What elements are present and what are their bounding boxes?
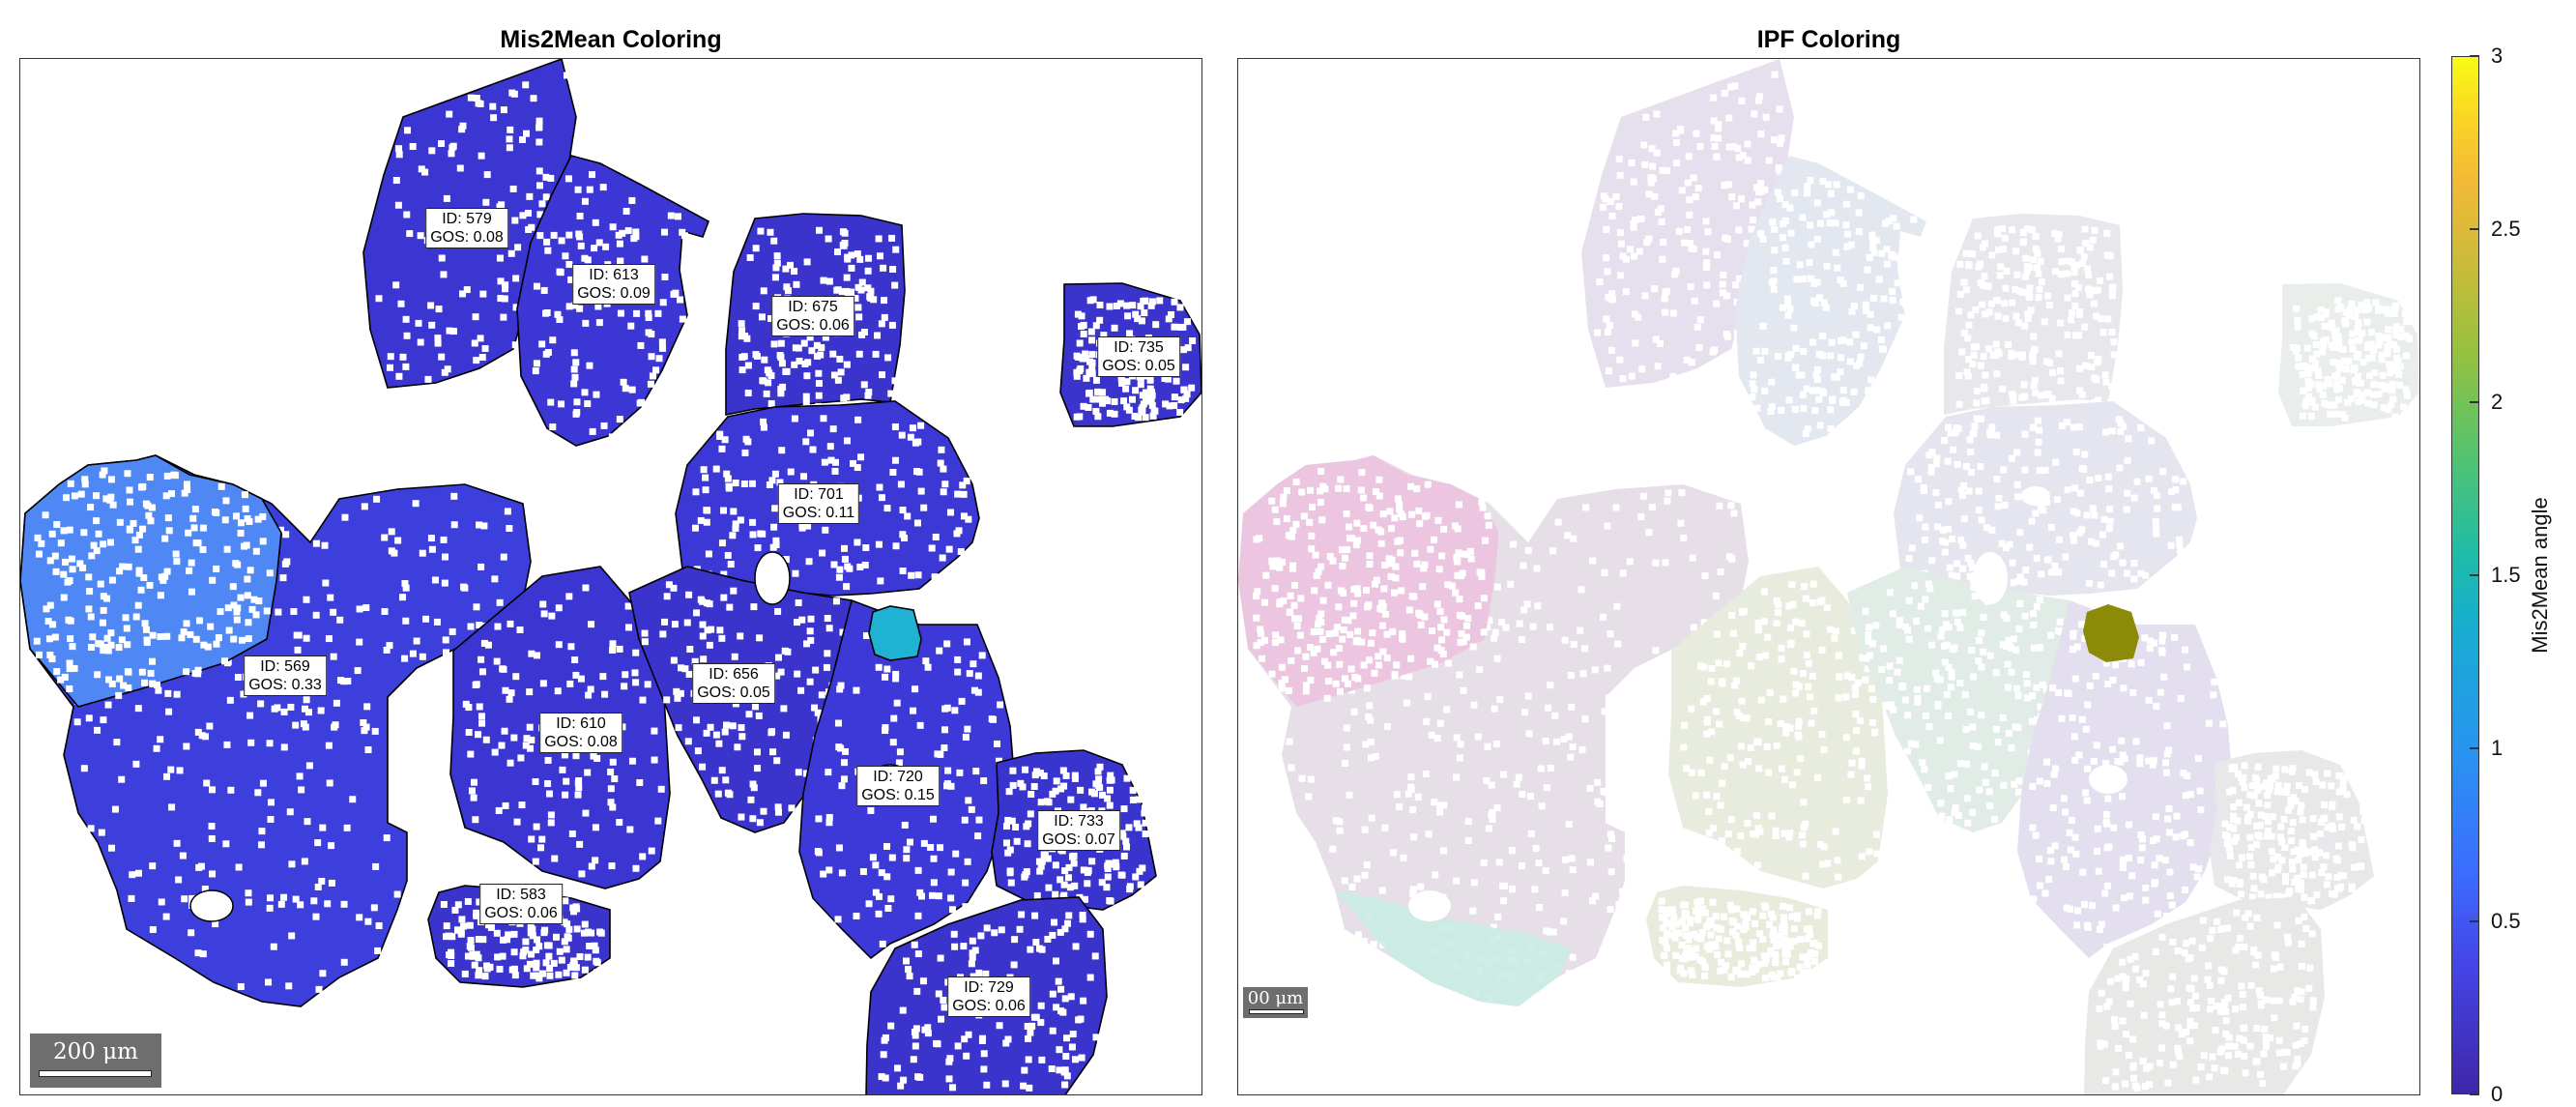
- grain-gos-text: GOS: 0.09: [577, 285, 651, 302]
- grain-gos-text: GOS: 0.08: [430, 229, 504, 246]
- ipf-hole-0: [1408, 890, 1451, 921]
- ipf-grain-pores-9: [2221, 762, 2368, 905]
- grain-id-text: ID: 675: [788, 299, 838, 315]
- grain-gos-text: GOS: 0.05: [697, 685, 770, 701]
- grain-label-610: ID: 610 GOS: 0.08: [539, 713, 622, 753]
- ipf-grain-pores-2: [1955, 225, 2118, 408]
- colorbar-tick-label: 1.5: [2491, 563, 2521, 587]
- scale-bar-line: [39, 1070, 152, 1077]
- grain-id-text: ID: 610: [556, 715, 606, 732]
- grain-label-569: ID: 569 GOS: 0.33: [244, 655, 327, 696]
- colorbar-tick: [2470, 1093, 2479, 1095]
- grain-gos-text: GOS: 0.06: [952, 998, 1026, 1014]
- grain-gos-text: GOS: 0.07: [1042, 831, 1115, 848]
- grain-id-text: ID: 701: [794, 486, 844, 503]
- colorbar-tick-label: 0: [2491, 1082, 2504, 1106]
- colorbar-tick: [2470, 401, 2479, 403]
- grain-label-701: ID: 701 GOS: 0.11: [777, 483, 860, 524]
- grain-id-text: ID: 579: [442, 211, 492, 227]
- colorbar-title: Mis2Mean angle: [2528, 497, 2552, 654]
- ipf-scale-bar: 00 μm: [1243, 987, 1308, 1018]
- ipf-pink-pores: [1253, 468, 1492, 702]
- grain-label-720: ID: 720 GOS: 0.15: [856, 766, 940, 806]
- grain-gos-text: GOS: 0.06: [484, 905, 558, 921]
- colorbar-tick: [2470, 574, 2479, 576]
- grain-id-text: ID: 583: [496, 887, 546, 903]
- ipf-map: [1238, 59, 2419, 1094]
- grain-label-729: ID: 729 GOS: 0.06: [947, 976, 1030, 1017]
- left-panel-title: Mis2Mean Coloring: [500, 26, 722, 53]
- colorbar-tick-label: 3: [2491, 44, 2504, 68]
- ipf-olive-anomaly: [2083, 604, 2139, 662]
- colorbar-tick-label: 0.5: [2491, 909, 2521, 933]
- mis2mean-map-axes: ID: 579 GOS: 0.08 ID: 613 GOS: 0.09 ID: 675 G…: [19, 58, 1202, 1095]
- ipf-teal-region: [1335, 890, 1572, 1006]
- grain-id-text: ID: 569: [260, 658, 310, 675]
- colorbar-tick: [2470, 920, 2479, 922]
- ipf-hole-2: [1973, 552, 2008, 604]
- ipf-grain-pores-0: [1594, 71, 1785, 383]
- grain-id-text: ID: 729: [964, 979, 1014, 996]
- high-region-pores: [33, 467, 274, 699]
- ipf-grain-pores-6: [1680, 580, 1881, 881]
- colorbar-tick-label: 2: [2491, 390, 2504, 414]
- grain-gos-text: GOS: 0.06: [776, 317, 850, 334]
- ipf-grain-7: [1847, 567, 2069, 832]
- grain-gos-text: GOS: 0.15: [861, 787, 935, 803]
- grain-hole-2: [754, 551, 791, 605]
- mis2mean-map: [20, 59, 1201, 1094]
- grain-pores-9: [1003, 763, 1149, 905]
- ipf-grain-pores-3: [2290, 297, 2414, 422]
- cyan-anomaly-region: [868, 605, 922, 661]
- grain-hole-0: [189, 889, 234, 922]
- grain-pores-0: [375, 72, 571, 383]
- scale-bar-label: 200 μm: [53, 1039, 138, 1064]
- grain-pores-7: [641, 581, 847, 827]
- ipf-hole-1: [2021, 486, 2050, 506]
- grain-pores-1: [532, 171, 688, 441]
- scale-bar: 200 μm: [30, 1034, 161, 1088]
- colorbar-tick-label: 2.5: [2491, 217, 2521, 241]
- grain-gos-text: GOS: 0.11: [782, 505, 855, 521]
- ipf-map-axes: 00 μm: [1237, 58, 2420, 1095]
- grain-pores-6: [462, 584, 665, 878]
- grain-label-675: ID: 675 GOS: 0.06: [771, 296, 854, 336]
- grain-label-579: ID: 579 GOS: 0.08: [425, 208, 508, 248]
- grain-label-733: ID: 733 GOS: 0.07: [1037, 810, 1120, 851]
- colorbar-tick: [2470, 228, 2479, 230]
- ipf-grain-pores-10: [1658, 897, 1822, 982]
- grain-label-656: ID: 656 GOS: 0.05: [692, 663, 775, 704]
- ipf-grain-pores-1: [1749, 177, 1918, 437]
- grain-gos-text: GOS: 0.33: [248, 677, 322, 693]
- grain-id-text: ID: 613: [589, 267, 639, 283]
- grain-label-613: ID: 613 GOS: 0.09: [572, 264, 655, 305]
- grain-pores-4: [691, 415, 972, 591]
- colorbar-tick: [2470, 747, 2479, 749]
- grain-id-text: ID: 720: [873, 769, 923, 785]
- grain-id-text: ID: 733: [1054, 813, 1104, 830]
- grain-gos-text: GOS: 0.05: [1102, 358, 1175, 374]
- grain-label-583: ID: 583 GOS: 0.06: [479, 884, 563, 924]
- ipf-grain-pores-11: [2096, 909, 2317, 1092]
- right-panel-title: IPF Coloring: [1756, 26, 1901, 53]
- ipf-scale-bar-line: [1249, 1009, 1304, 1014]
- grain-gos-text: GOS: 0.08: [544, 734, 618, 750]
- ipf-grain-pores-8: [2029, 621, 2227, 951]
- grain-id-text: ID: 735: [1114, 339, 1164, 356]
- ipf-grain-pores-4: [1905, 415, 2187, 589]
- grain-id-text: ID: 656: [709, 666, 759, 683]
- ipf-grain-1: [1735, 156, 1926, 446]
- ipf-hole-3: [2089, 765, 2127, 794]
- grain-label-735: ID: 735 GOS: 0.05: [1097, 336, 1180, 377]
- colorbar-tick: [2470, 55, 2479, 57]
- ipf-scale-bar-label: 00 μm: [1247, 988, 1304, 1008]
- colorbar-tick-label: 1: [2491, 736, 2504, 760]
